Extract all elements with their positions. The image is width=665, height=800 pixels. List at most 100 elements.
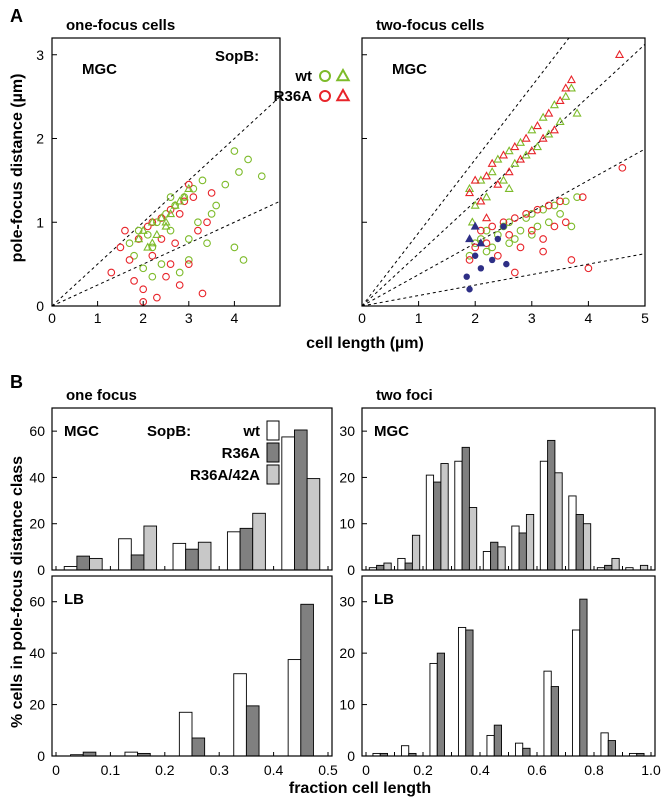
data-point-wt [538,112,548,121]
data-point-wt [487,167,497,176]
data-point-wt [527,210,536,218]
data-point-R36A [555,95,565,105]
panel-a-letter: A [10,6,23,26]
x-axis-title-a: cell length (µm) [306,335,424,352]
legend-swatch [266,464,280,485]
data-point-wt [516,226,525,235]
bar-wt [568,495,577,571]
data-point-wt [147,217,157,226]
x-tick-label: 0.5 [318,762,338,778]
plot-frame [361,575,656,757]
data-point-wt [221,180,230,189]
y-tick-label: 0 [36,298,44,314]
data-point-R36A [143,222,152,231]
bar-R36A-42A [143,525,158,571]
data-point-R36A [180,197,189,206]
bar-R36A [404,562,413,571]
bar-R36A [490,541,499,571]
y-tick-label: 3 [36,47,44,63]
data-point-R36A [476,196,486,205]
data-point-wt [561,197,570,206]
data-point-R36A [614,49,625,58]
data-point-wt [166,193,175,201]
data-point-R36A [194,226,202,235]
x-tick-label: 4 [231,310,239,326]
data-point-wt [184,256,193,264]
legend-triangle-R36A [335,87,351,102]
bar-wt [539,460,549,571]
data-point-wt [156,213,166,222]
bar-R36A-42A [582,523,592,571]
plot-frame [51,37,281,307]
x-tick-label: 1.0 [641,762,661,778]
data-point-wt [198,176,207,185]
x-tick-label: 3 [185,310,193,326]
data-point-R36A [203,218,211,227]
bar-R36A-42A [252,512,266,571]
bar-R36A [245,705,260,757]
legend-swatch [266,420,280,441]
data-point-wt [504,146,514,155]
x-axis-title-b: fraction cell length [289,780,431,797]
y-tick-label: 2 [36,131,44,147]
x-tick-label: 0.4 [470,762,490,778]
data-point-R36A [488,222,497,231]
panel-title: one-focus cells [66,17,175,34]
data-point-wt [555,116,565,125]
x-tick-label: 0.2 [413,762,433,778]
data-point-wt [143,230,152,239]
legend-triangle-wt [335,67,351,82]
data-point-wt [572,108,582,117]
y-tick-label: 0 [37,748,45,764]
x-tick-label: 3 [528,310,536,326]
data-point-R36A [567,256,576,264]
bar-wt [118,538,132,571]
x-tick-label: 0.6 [527,762,547,778]
data-point-wt [521,150,531,159]
plot-frame [51,575,333,757]
data-point-wt [566,83,576,92]
data-point-blue [463,273,470,280]
data-point-wt [505,239,514,248]
data-point-R36A [184,260,193,268]
data-point-R36A [166,260,175,268]
legend-title: SopB: [147,423,191,440]
data-point-wt [573,193,581,201]
data-point-blue [477,265,485,272]
data-point-wt [556,210,564,218]
bar-R36A [550,686,560,757]
data-point-wt [467,217,477,226]
data-point-R36A [481,213,492,222]
data-point-R36A [516,243,525,252]
bar-R36A [518,532,527,571]
bar-wt [486,734,495,757]
x-tick-label: 0 [48,310,56,326]
data-point-R36A [107,268,116,277]
data-point-wt [550,201,559,210]
data-point-wt [166,226,175,235]
bar-wt [178,711,193,757]
inner-label: MGC [64,423,99,440]
y-tick-label: 10 [339,516,355,532]
y-tick-label: 60 [29,423,45,439]
data-point-wt [539,205,547,214]
legend-circle-R36A [319,90,331,102]
bar-R36A-42A [89,557,103,571]
data-point-wt [138,225,148,234]
bar-R36A-42A [525,514,535,571]
bar-R36A [493,724,503,757]
data-point-wt [162,210,170,218]
data-point-wt [184,235,193,243]
bar-R36A-42A [468,507,478,571]
bar-R36A [607,740,617,757]
data-point-wt [482,226,491,235]
x-tick-label: 0.1 [101,762,121,778]
guide-line-1 [362,43,645,306]
data-point-wt [203,239,211,248]
bar-R36A-42A [611,557,620,571]
plot-frame [51,407,333,571]
bar-R36A [465,629,474,757]
data-point-R36A [184,180,193,189]
data-point-wt [549,100,559,109]
